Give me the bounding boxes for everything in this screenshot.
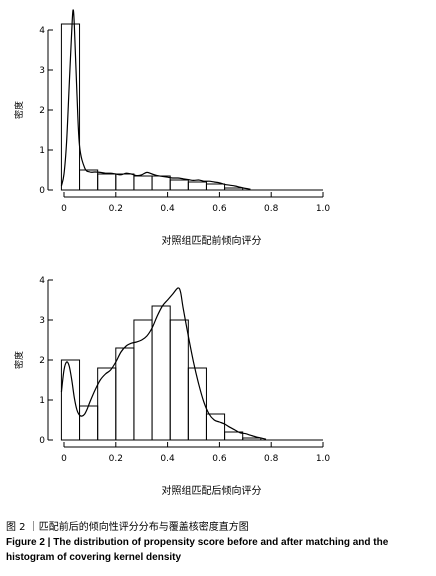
histogram-bar [79,405,99,441]
histogram-bar [115,347,135,441]
x-axis-title-after: 对照组匹配后倾向评分 [162,484,262,497]
density-curve-after [60,287,267,440]
y-tick-label: 2 [39,106,45,116]
x-tick-label: 0 [61,454,67,464]
histogram-bar [79,169,99,191]
panel-before-matching: 0 1 2 3 4 0 0.2 0.4 0.6 0.8 1.0 对照组匹配前倾向评分 密度 [13,9,330,247]
histogram-bar [151,305,171,441]
y-tick-label: 1 [39,396,45,406]
histogram-bars-before [60,23,323,191]
histogram-bars-after [60,305,323,441]
histogram-bar [115,173,135,191]
y-axis-title-before: 密度 [13,101,25,119]
y-axis-title-after: 密度 [13,351,25,369]
histogram-bar [169,319,189,441]
y-tick-label: 4 [39,276,45,286]
histogram-bar [133,175,153,191]
y-tick-label: 2 [39,356,45,366]
x-axis-title-before: 对照组匹配前倾向评分 [162,234,262,247]
x-tick-label: 0.4 [160,204,175,214]
x-tick-label: 0.6 [212,204,227,214]
y-tick-label: 3 [39,66,45,76]
y-tick-label: 0 [39,436,45,446]
histogram-bar [133,319,153,441]
y-tick-label: 0 [39,186,45,196]
x-tick-label: 1.0 [316,454,331,464]
x-tick-label: 0 [61,204,67,214]
histogram-bar [187,181,207,191]
x-tick-label: 0.6 [212,454,227,464]
figure-caption-zh: 图 2 ｜匹配前后的倾向性评分分布与覆盖核密度直方图 [6,522,249,533]
histogram-bar [151,175,171,191]
histogram-bar [169,179,189,191]
figure-caption-en: Figure 2 | The distribution of propensit… [6,537,389,563]
y-tick-label: 3 [39,316,45,326]
x-tick-label: 0.2 [109,454,123,464]
histogram-bar [205,183,226,191]
histogram-bar [205,413,226,441]
panel-after-matching: 0 1 2 3 4 0 0.2 0.4 0.6 0.8 1.0 对照组匹配后倾向评分 密度 [13,276,330,497]
x-tick-label: 0.8 [264,204,279,214]
density-curve-before [60,9,251,190]
y-tick-label: 1 [39,146,45,156]
x-tick-label: 1.0 [316,204,331,214]
histogram-bar [97,173,117,191]
y-tick-label: 4 [39,26,45,36]
x-tick-label: 0.8 [264,454,279,464]
x-tick-label: 0.4 [160,454,175,464]
axes-after: 0 1 2 3 4 0 0.2 0.4 0.6 0.8 1.0 [39,276,330,464]
axes-before: 0 1 2 3 4 0 0.2 0.4 0.6 0.8 1.0 [39,26,330,214]
x-tick-label: 0.2 [109,204,123,214]
